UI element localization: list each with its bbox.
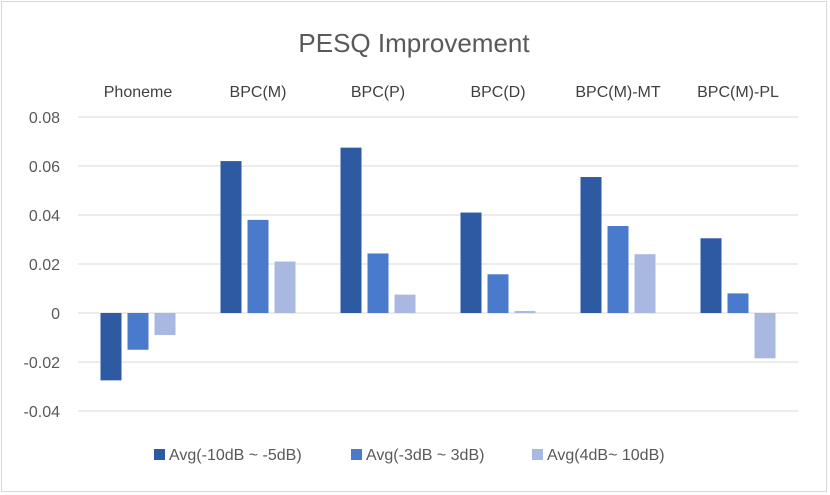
bar	[580, 177, 602, 313]
bar	[154, 313, 176, 336]
bar	[340, 147, 362, 313]
bar	[220, 161, 242, 313]
legend-label: Avg(-10dB ~ -5dB)	[169, 447, 302, 464]
y-tick-label: 0.08	[29, 110, 60, 127]
bar	[700, 238, 722, 313]
legend-label: Avg(-3dB ~ 3dB)	[366, 447, 484, 464]
category-label: BPC(D)	[470, 84, 525, 101]
chart-title: PESQ Improvement	[298, 28, 530, 58]
category-label: BPC(P)	[351, 84, 405, 101]
y-tick-label: 0.04	[29, 208, 60, 225]
bars	[100, 147, 776, 381]
bar	[460, 212, 482, 313]
y-tick-label: -0.04	[24, 404, 61, 421]
bar	[514, 311, 536, 313]
bar	[247, 219, 269, 313]
y-tick-label: -0.02	[24, 355, 61, 372]
bar	[100, 313, 122, 381]
bar	[727, 293, 749, 313]
legend-swatch	[532, 449, 543, 460]
gridlines	[78, 116, 798, 412]
bar	[634, 254, 656, 313]
bar	[274, 261, 296, 313]
y-tick-label: 0.06	[29, 159, 60, 176]
legend-label: Avg(4dB~ 10dB)	[547, 447, 665, 464]
y-axis-ticks: 0.08 0.06 0.04 0.02 0 -0.02 -0.04	[24, 110, 61, 421]
legend-swatch	[154, 449, 165, 460]
bar	[394, 294, 416, 313]
bar	[607, 226, 629, 313]
bar	[487, 274, 509, 313]
legend-swatch	[351, 449, 362, 460]
legend: Avg(-10dB ~ -5dB) Avg(-3dB ~ 3dB) Avg(4dB~…	[154, 447, 665, 464]
category-label: BPC(M)	[230, 84, 287, 101]
bar	[127, 313, 149, 350]
category-labels: Phoneme BPC(M) BPC(P) BPC(D) BPC(M)-MT BPC(M)…	[104, 84, 779, 101]
bar	[367, 253, 389, 313]
bar	[754, 313, 776, 359]
y-tick-label: 0.02	[29, 257, 60, 274]
y-tick-label: 0	[51, 306, 60, 323]
category-label: BPC(M)-MT	[575, 84, 661, 101]
category-label: Phoneme	[104, 84, 173, 101]
category-label: BPC(M)-PL	[697, 84, 779, 101]
